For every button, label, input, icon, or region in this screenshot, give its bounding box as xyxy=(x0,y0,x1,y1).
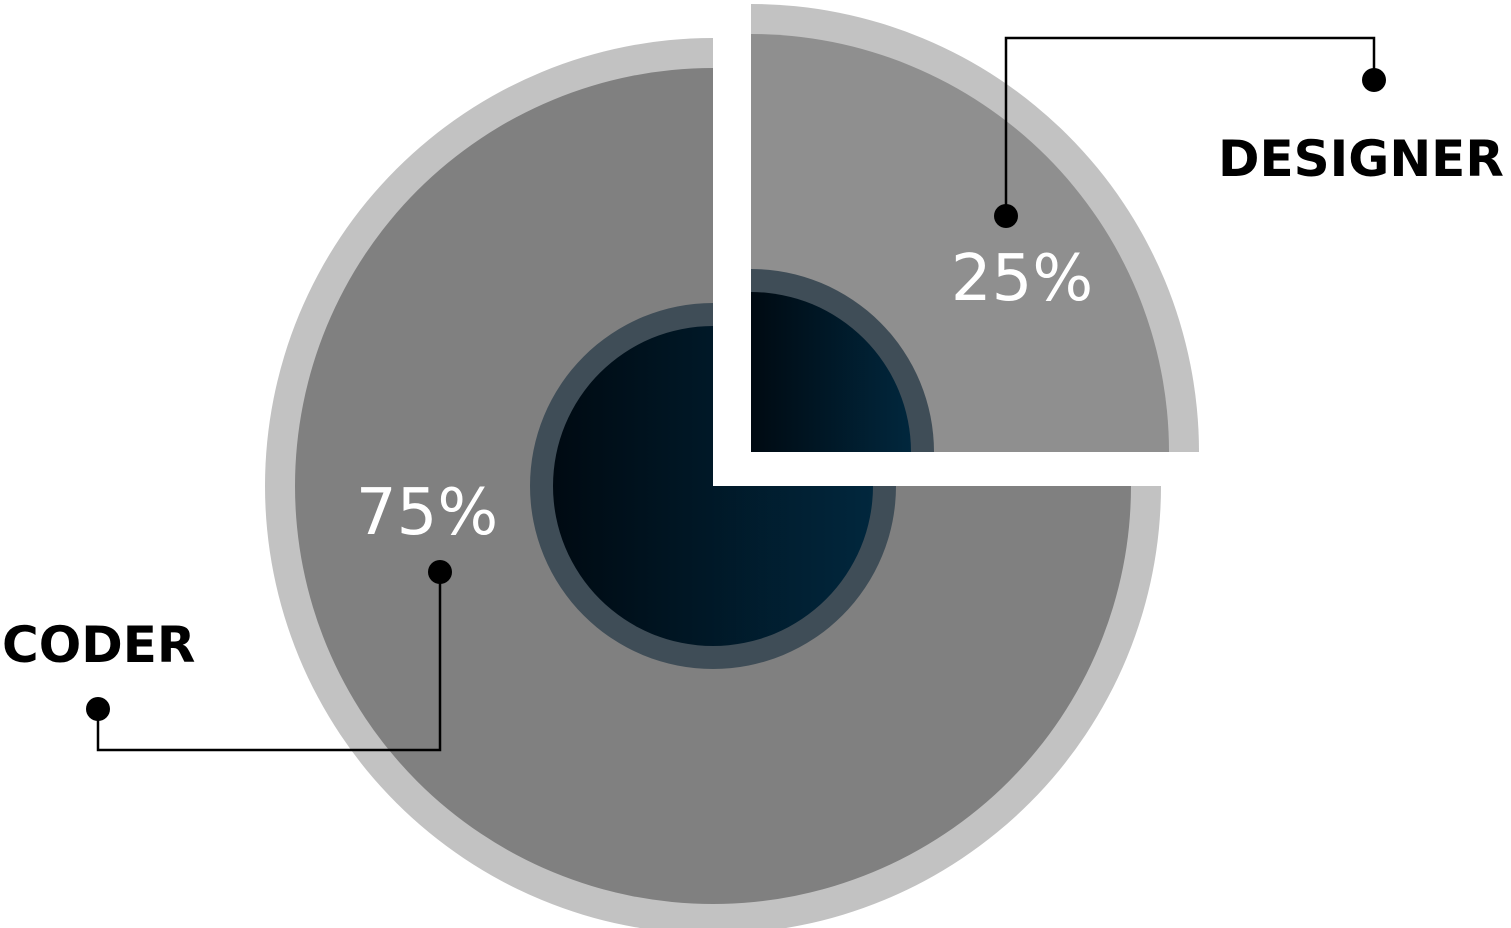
hub-core-coder xyxy=(553,326,873,646)
hub-core-designer xyxy=(751,292,911,452)
value-label-coder: 75% xyxy=(356,476,498,550)
leader-line-designer xyxy=(1004,36,1376,216)
leader-dot-coder-value xyxy=(428,560,452,584)
slice-group-coder xyxy=(265,38,1161,928)
category-label-designer: DESIGNER xyxy=(1218,130,1504,188)
leader-dot-coder-label xyxy=(86,697,110,721)
value-label-designer: 25% xyxy=(951,242,1093,316)
leader-dot-designer-label xyxy=(1362,68,1386,92)
slice-group-designer xyxy=(751,4,1199,452)
category-label-coder: CODER xyxy=(2,616,195,674)
leader-dot-designer-value xyxy=(994,204,1018,228)
leader-line-coder xyxy=(96,572,442,752)
